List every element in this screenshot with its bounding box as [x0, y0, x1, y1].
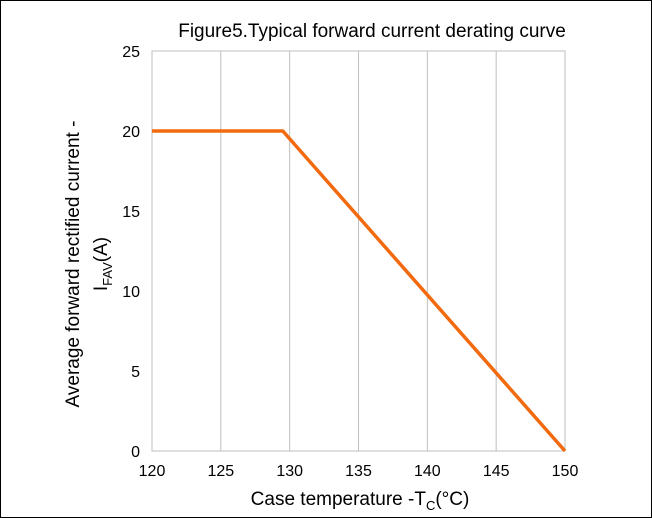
x-tick-label: 130: [276, 463, 303, 480]
y-tick-labels: 0 5 10 15 20 25: [122, 44, 140, 461]
y-tick-label: 0: [131, 444, 140, 461]
x-axis-label-sub: C: [426, 498, 435, 513]
y-tick-label: 10: [122, 284, 140, 301]
y-axis-label-line2: IFAV(A): [91, 237, 115, 291]
plot-area: [151, 50, 566, 452]
x-tick-label: 145: [483, 463, 510, 480]
x-axis-label: Case temperature -TC(°C): [251, 489, 470, 513]
chart-title: Figure5.Typical forward current derating…: [178, 21, 566, 42]
y-tick-label: 15: [122, 204, 140, 221]
x-tick-label: 150: [552, 463, 579, 480]
series-line-0: [152, 129, 567, 453]
x-tick-label: 140: [414, 463, 441, 480]
y-tick-label: 5: [131, 364, 140, 381]
x-tick-label: 135: [345, 463, 372, 480]
y-tick-label: 20: [122, 124, 140, 141]
series-group: [152, 129, 567, 453]
y-axis-label-main: I: [91, 286, 112, 291]
x-axis-label-main: Case temperature -T: [251, 489, 427, 510]
x-tick-label: 125: [207, 463, 234, 480]
y-axis-label-sub: FAV: [100, 262, 115, 286]
x-tick-label: 120: [139, 463, 166, 480]
x-tick-labels: 120 125 130 135 140 145 150: [139, 463, 579, 480]
y-tick-label: 25: [122, 44, 140, 61]
x-axis-label-unit: (°C): [435, 489, 469, 510]
y-axis-label-line1: Average forward rectified current -: [63, 121, 84, 408]
grid-lines: [151, 51, 566, 451]
y-axis-label-unit: (A): [91, 237, 112, 262]
